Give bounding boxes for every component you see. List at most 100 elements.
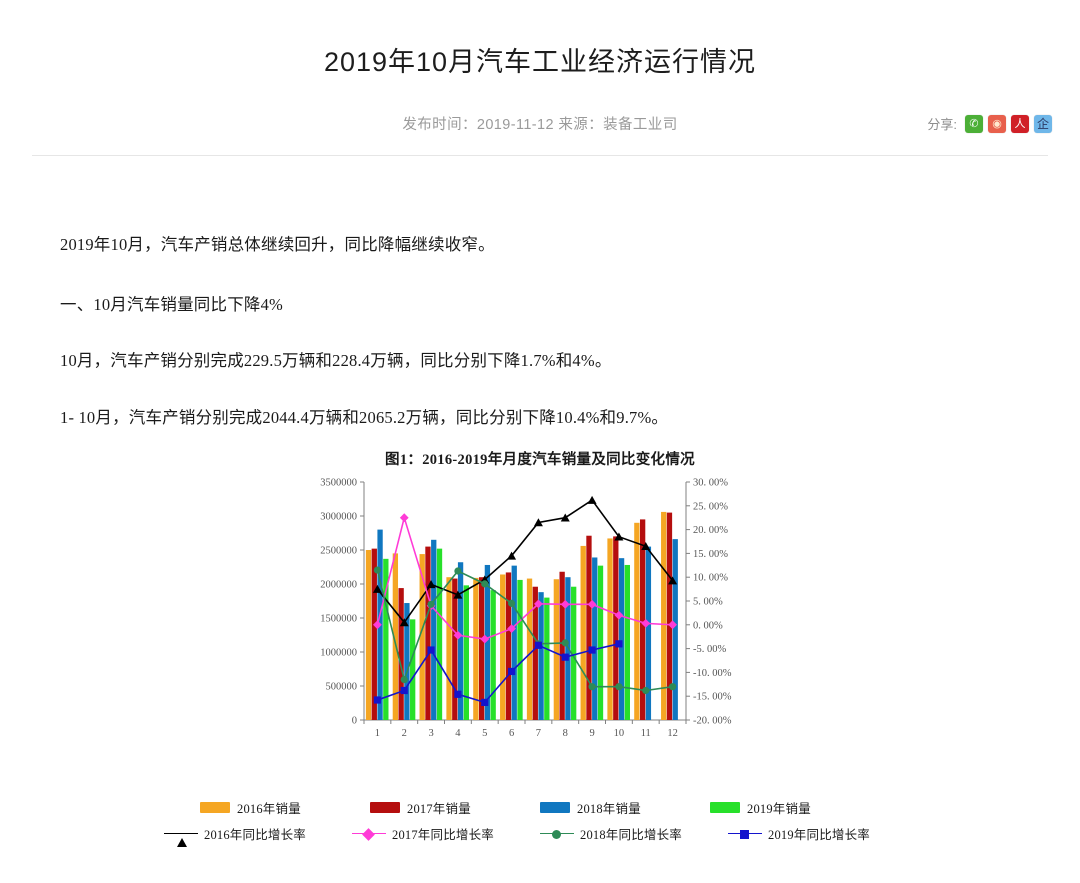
svg-text:2: 2 xyxy=(402,728,407,739)
marker-2017年同比增长率-10 xyxy=(614,610,624,620)
svg-text:6: 6 xyxy=(509,728,514,739)
bar-2016年销量-6 xyxy=(500,574,506,720)
legend-item-2018年同比增长率[interactable]: 2018年同比增长率 xyxy=(540,824,728,843)
marker-2016年同比增长率-9 xyxy=(587,495,597,504)
svg-text:9: 9 xyxy=(589,728,594,739)
bar-2016年销量-8 xyxy=(553,579,560,720)
bar-2017年销量-11 xyxy=(639,519,646,720)
svg-text:3: 3 xyxy=(428,728,433,739)
share-label: 分享: xyxy=(927,117,957,132)
marker-2018年同比增长率-1 xyxy=(373,566,382,574)
bar-2018年销量-2 xyxy=(404,603,410,720)
marker-2018年同比增长率-12 xyxy=(668,683,677,691)
marker-2016年同比增长率-2 xyxy=(399,618,409,627)
paragraph-section-heading: 一、10月汽车销量同比下降4% xyxy=(60,294,283,314)
marker-2017年同比增长率-1 xyxy=(373,620,382,630)
marker-2019年同比增长率-10 xyxy=(615,640,623,648)
legend-line-icon xyxy=(540,828,574,840)
legend-swatch-icon xyxy=(370,802,400,813)
marker-2018年同比增长率-10 xyxy=(615,683,623,691)
marker-2017年同比增长率-4 xyxy=(453,630,463,640)
marker-2018年同比增长率-3 xyxy=(427,600,435,608)
marker-2017年同比增长率-12 xyxy=(668,620,677,630)
legend-item-2016年同比增长率[interactable]: 2016年同比增长率 xyxy=(164,824,352,847)
svg-text:2000000: 2000000 xyxy=(320,580,357,591)
bar-2019年销量-4 xyxy=(463,585,469,720)
svg-text:11: 11 xyxy=(641,728,651,739)
line-2017年同比增长率 xyxy=(376,514,673,640)
bar-2017年销量-4 xyxy=(452,578,458,720)
bar-2016年销量-9 xyxy=(580,545,586,720)
svg-text:10. 00%: 10. 00% xyxy=(693,573,728,584)
legend-label: 2018年销量 xyxy=(577,802,641,816)
marker-2019年同比增长率-8 xyxy=(561,653,569,661)
legend-item-2016年销量[interactable]: 2016年销量 xyxy=(200,798,370,817)
bar-2018年销量-7 xyxy=(538,592,544,720)
marker-2016年同比增长率-8 xyxy=(560,513,570,522)
paragraph-cumulative: 1- 10月，汽车产销分别完成2044.4万辆和2065.2万辆，同比分别下降1… xyxy=(60,407,669,427)
svg-text:25. 00%: 25. 00% xyxy=(693,501,728,512)
marker-2018年同比增长率-11 xyxy=(642,686,650,695)
paragraph-monthly: 10月，汽车产销分别完成229.5万辆和228.4万辆，同比分别下降1.7%和4… xyxy=(60,350,612,370)
svg-text:7: 7 xyxy=(536,728,541,739)
bar-2018年销量-4 xyxy=(457,562,464,720)
marker-2019年同比增长率-1 xyxy=(373,696,382,704)
bar-2018年销量-5 xyxy=(484,564,491,720)
legend-item-2017年销量[interactable]: 2017年销量 xyxy=(370,798,540,817)
legend-line-icon xyxy=(728,828,762,840)
marker-2016年同比增长率-11 xyxy=(641,542,651,551)
marker-2018年同比增长率-4 xyxy=(454,567,462,575)
marker-2018年同比增长率-5 xyxy=(481,580,489,588)
svg-text:-20. 00%: -20. 00% xyxy=(693,716,732,727)
wechat-share-icon[interactable]: ✆ xyxy=(965,114,983,133)
bar-2016年销量-5 xyxy=(473,577,479,720)
marker-2018年同比增长率-8 xyxy=(561,639,569,647)
marker-2019年同比增长率-9 xyxy=(588,646,596,654)
bar-2017年销量-3 xyxy=(425,546,431,720)
legend-label: 2016年销量 xyxy=(237,802,301,816)
legend-item-2019年同比增长率[interactable]: 2019年同比增长率 xyxy=(728,824,916,843)
legend-swatch-icon xyxy=(200,802,230,813)
legend-label: 2017年同比增长率 xyxy=(392,828,495,842)
bar-2018年销量-9 xyxy=(592,557,598,720)
bar-2017年销量-7 xyxy=(532,586,538,720)
chart-figure: 图1：2016-2019年月度汽车销量及同比变化情况 0 500000 100000… xyxy=(0,440,1080,870)
legend-item-2018年销量[interactable]: 2018年销量 xyxy=(540,798,710,817)
legend-item-2017年同比增长率[interactable]: 2017年同比增长率 xyxy=(352,824,540,843)
marker-2016年同比增长率-6 xyxy=(507,551,517,560)
bar-2019年销量-9 xyxy=(597,565,604,720)
bar-2016年销量-10 xyxy=(607,538,613,720)
weibo-share-icon[interactable]: ◉ xyxy=(988,114,1006,133)
marker-2019年同比增长率-5 xyxy=(481,698,489,706)
bar-2018年销量-3 xyxy=(431,539,437,720)
bar-2017年销量-1 xyxy=(371,548,377,720)
legend-swatch-icon xyxy=(540,802,570,813)
legend-label: 2019年同比增长率 xyxy=(768,828,871,842)
marker-2017年同比增长率-11 xyxy=(641,618,651,628)
renren-share-icon[interactable]: 人 xyxy=(1011,114,1029,133)
chart-plot-area: 0 500000 1000000 1500000 2000000 2500000 30000… xyxy=(312,472,736,750)
bar-2017年销量-12 xyxy=(666,512,673,720)
marker-2019年同比增长率-7 xyxy=(534,641,543,649)
marker-2016年同比增长率-10 xyxy=(614,532,624,541)
qq-share-icon[interactable]: 企 xyxy=(1034,114,1052,133)
bar-2017年销量-8 xyxy=(559,571,565,720)
bar-2016年销量-7 xyxy=(526,578,533,720)
svg-text:-15. 00%: -15. 00% xyxy=(693,692,732,703)
legend-item-2019年销量[interactable]: 2019年销量 xyxy=(710,798,880,817)
marker-2019年同比增长率-2 xyxy=(400,686,408,695)
svg-text:4: 4 xyxy=(455,728,461,739)
marker-2017年同比增长率-6 xyxy=(507,624,516,634)
bar-2019年销量-10 xyxy=(624,564,630,720)
chart-legend: 2016年销量 2017年销量 2018年销量 2019年销量 2016年同比增长率 2… xyxy=(0,798,1080,847)
marker-2016年同比增长率-7 xyxy=(533,518,543,527)
bar-2019年销量-6 xyxy=(517,579,523,720)
bar-2019年销量-1 xyxy=(383,558,389,720)
bar-2019年销量-5 xyxy=(490,590,496,720)
bar-2018年销量-11 xyxy=(645,546,652,720)
marker-2019年同比增长率-3 xyxy=(427,646,435,654)
marker-2018年同比增长率-2 xyxy=(400,675,408,684)
share-bar: 分享: ✆ ◉ 人 企 xyxy=(927,114,1052,133)
marker-2019年同比增长率-6 xyxy=(507,667,516,676)
